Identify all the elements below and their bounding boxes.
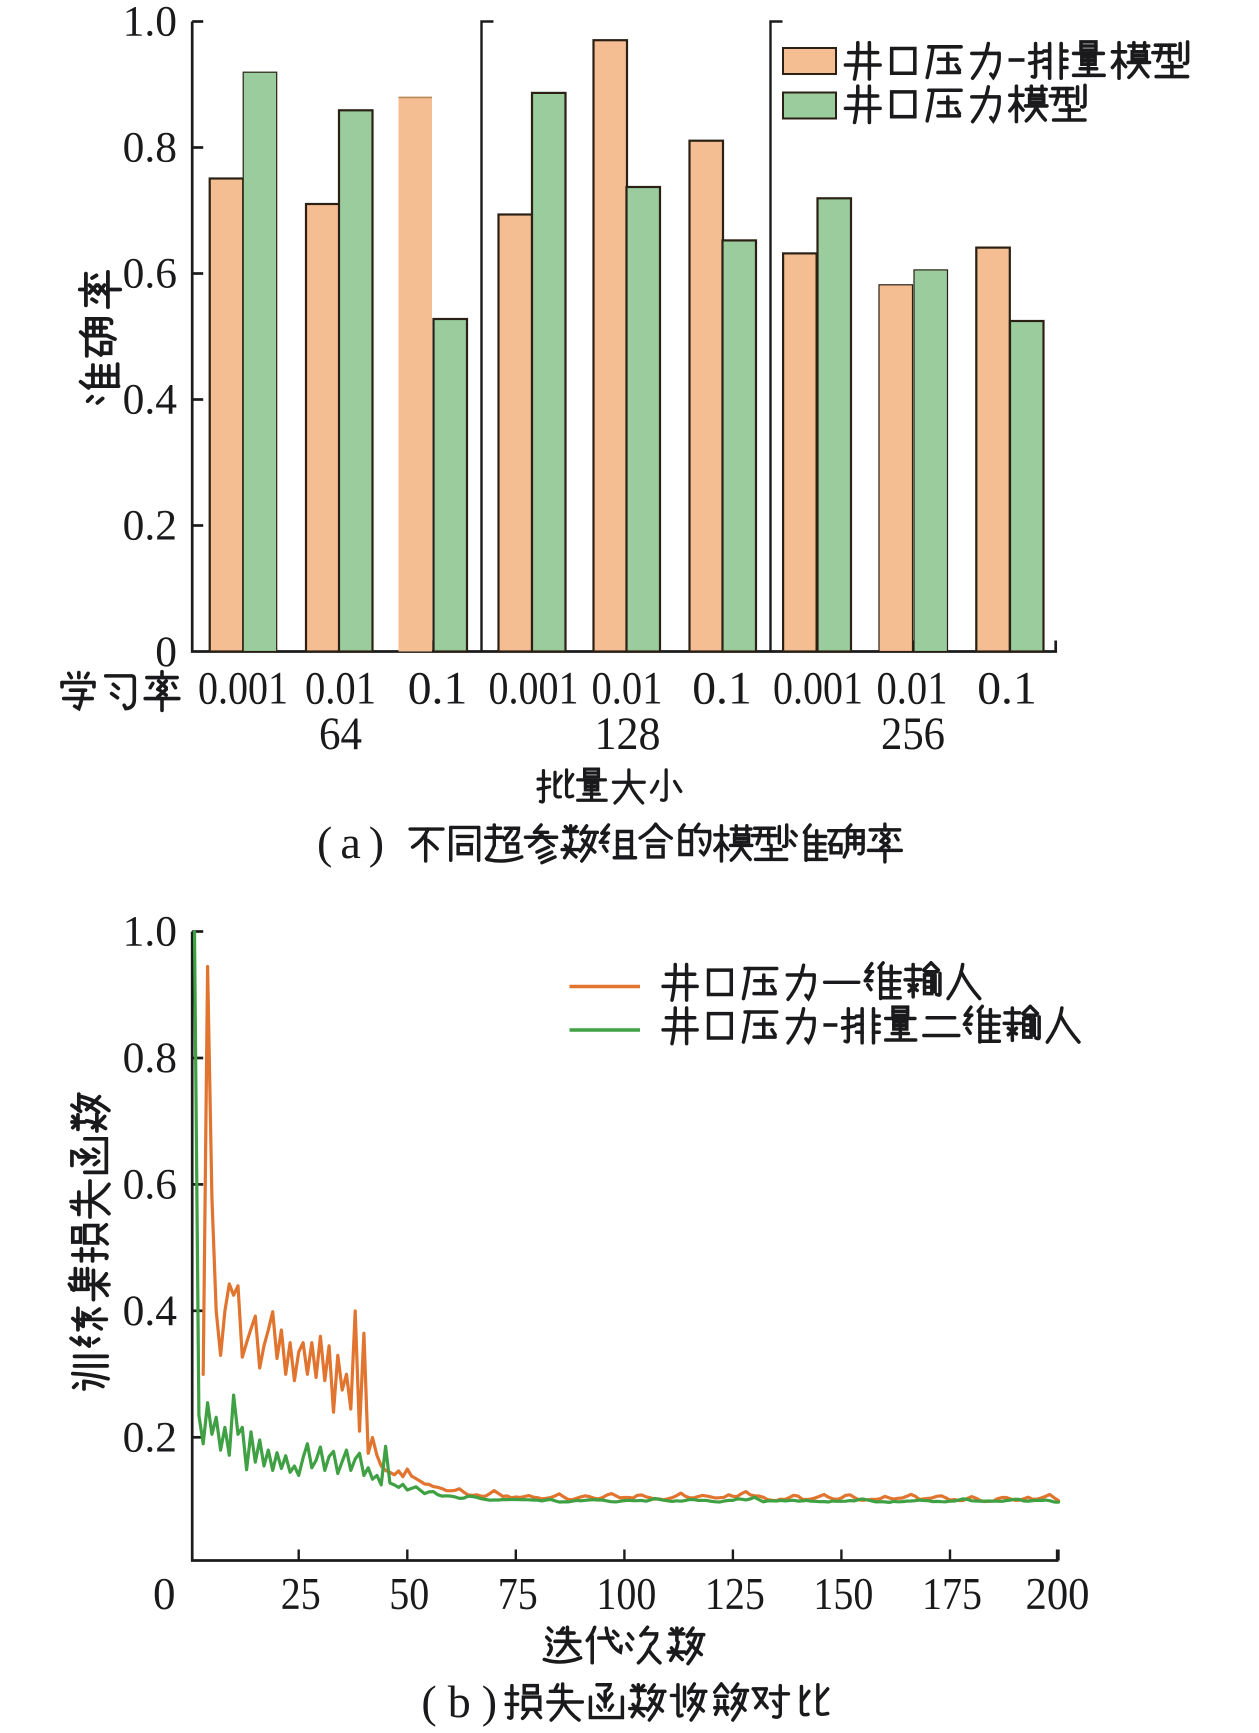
svg-text:0.4: 0.4 [123, 376, 178, 424]
svg-text:128: 128 [595, 708, 661, 760]
svg-text:0: 0 [153, 1569, 176, 1619]
svg-text:0.1: 0.1 [692, 663, 752, 715]
svg-text:0.1: 0.1 [408, 663, 468, 715]
svg-text:0.6: 0.6 [123, 1160, 177, 1208]
svg-text:100: 100 [596, 1569, 656, 1619]
svg-text:50: 50 [389, 1569, 429, 1619]
svg-text:0.2: 0.2 [123, 502, 177, 550]
svg-text:75: 75 [498, 1569, 538, 1619]
svg-text:(b): (b) [421, 1676, 508, 1727]
svg-text:0.2: 0.2 [123, 1413, 177, 1461]
svg-text:0.001: 0.001 [198, 663, 288, 715]
svg-text:1.0: 1.0 [123, 0, 177, 46]
svg-text:(a): (a) [317, 817, 392, 868]
svg-text:0.1: 0.1 [977, 663, 1037, 715]
svg-text:0: 0 [155, 628, 177, 676]
svg-text:125: 125 [705, 1569, 765, 1619]
svg-text:1.0: 1.0 [123, 908, 177, 956]
svg-text:256: 256 [881, 708, 945, 760]
svg-text:0.8: 0.8 [123, 1034, 177, 1082]
svg-text:0.8: 0.8 [123, 124, 177, 172]
svg-text:64: 64 [319, 708, 362, 760]
svg-text:0.01: 0.01 [305, 663, 376, 715]
svg-text:175: 175 [922, 1569, 982, 1619]
svg-text:200: 200 [1026, 1569, 1090, 1619]
svg-text:0.001: 0.001 [773, 663, 863, 715]
svg-text:0.01: 0.01 [877, 663, 948, 715]
svg-text:0.001: 0.001 [489, 663, 579, 715]
svg-text:25: 25 [281, 1569, 321, 1619]
svg-text:0.6: 0.6 [123, 250, 177, 298]
svg-text:150: 150 [813, 1569, 873, 1619]
svg-text:0.01: 0.01 [592, 663, 663, 715]
svg-text:0.4: 0.4 [123, 1287, 178, 1335]
